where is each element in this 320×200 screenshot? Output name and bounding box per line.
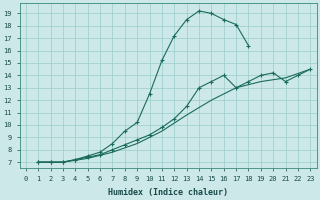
X-axis label: Humidex (Indice chaleur): Humidex (Indice chaleur) (108, 188, 228, 197)
